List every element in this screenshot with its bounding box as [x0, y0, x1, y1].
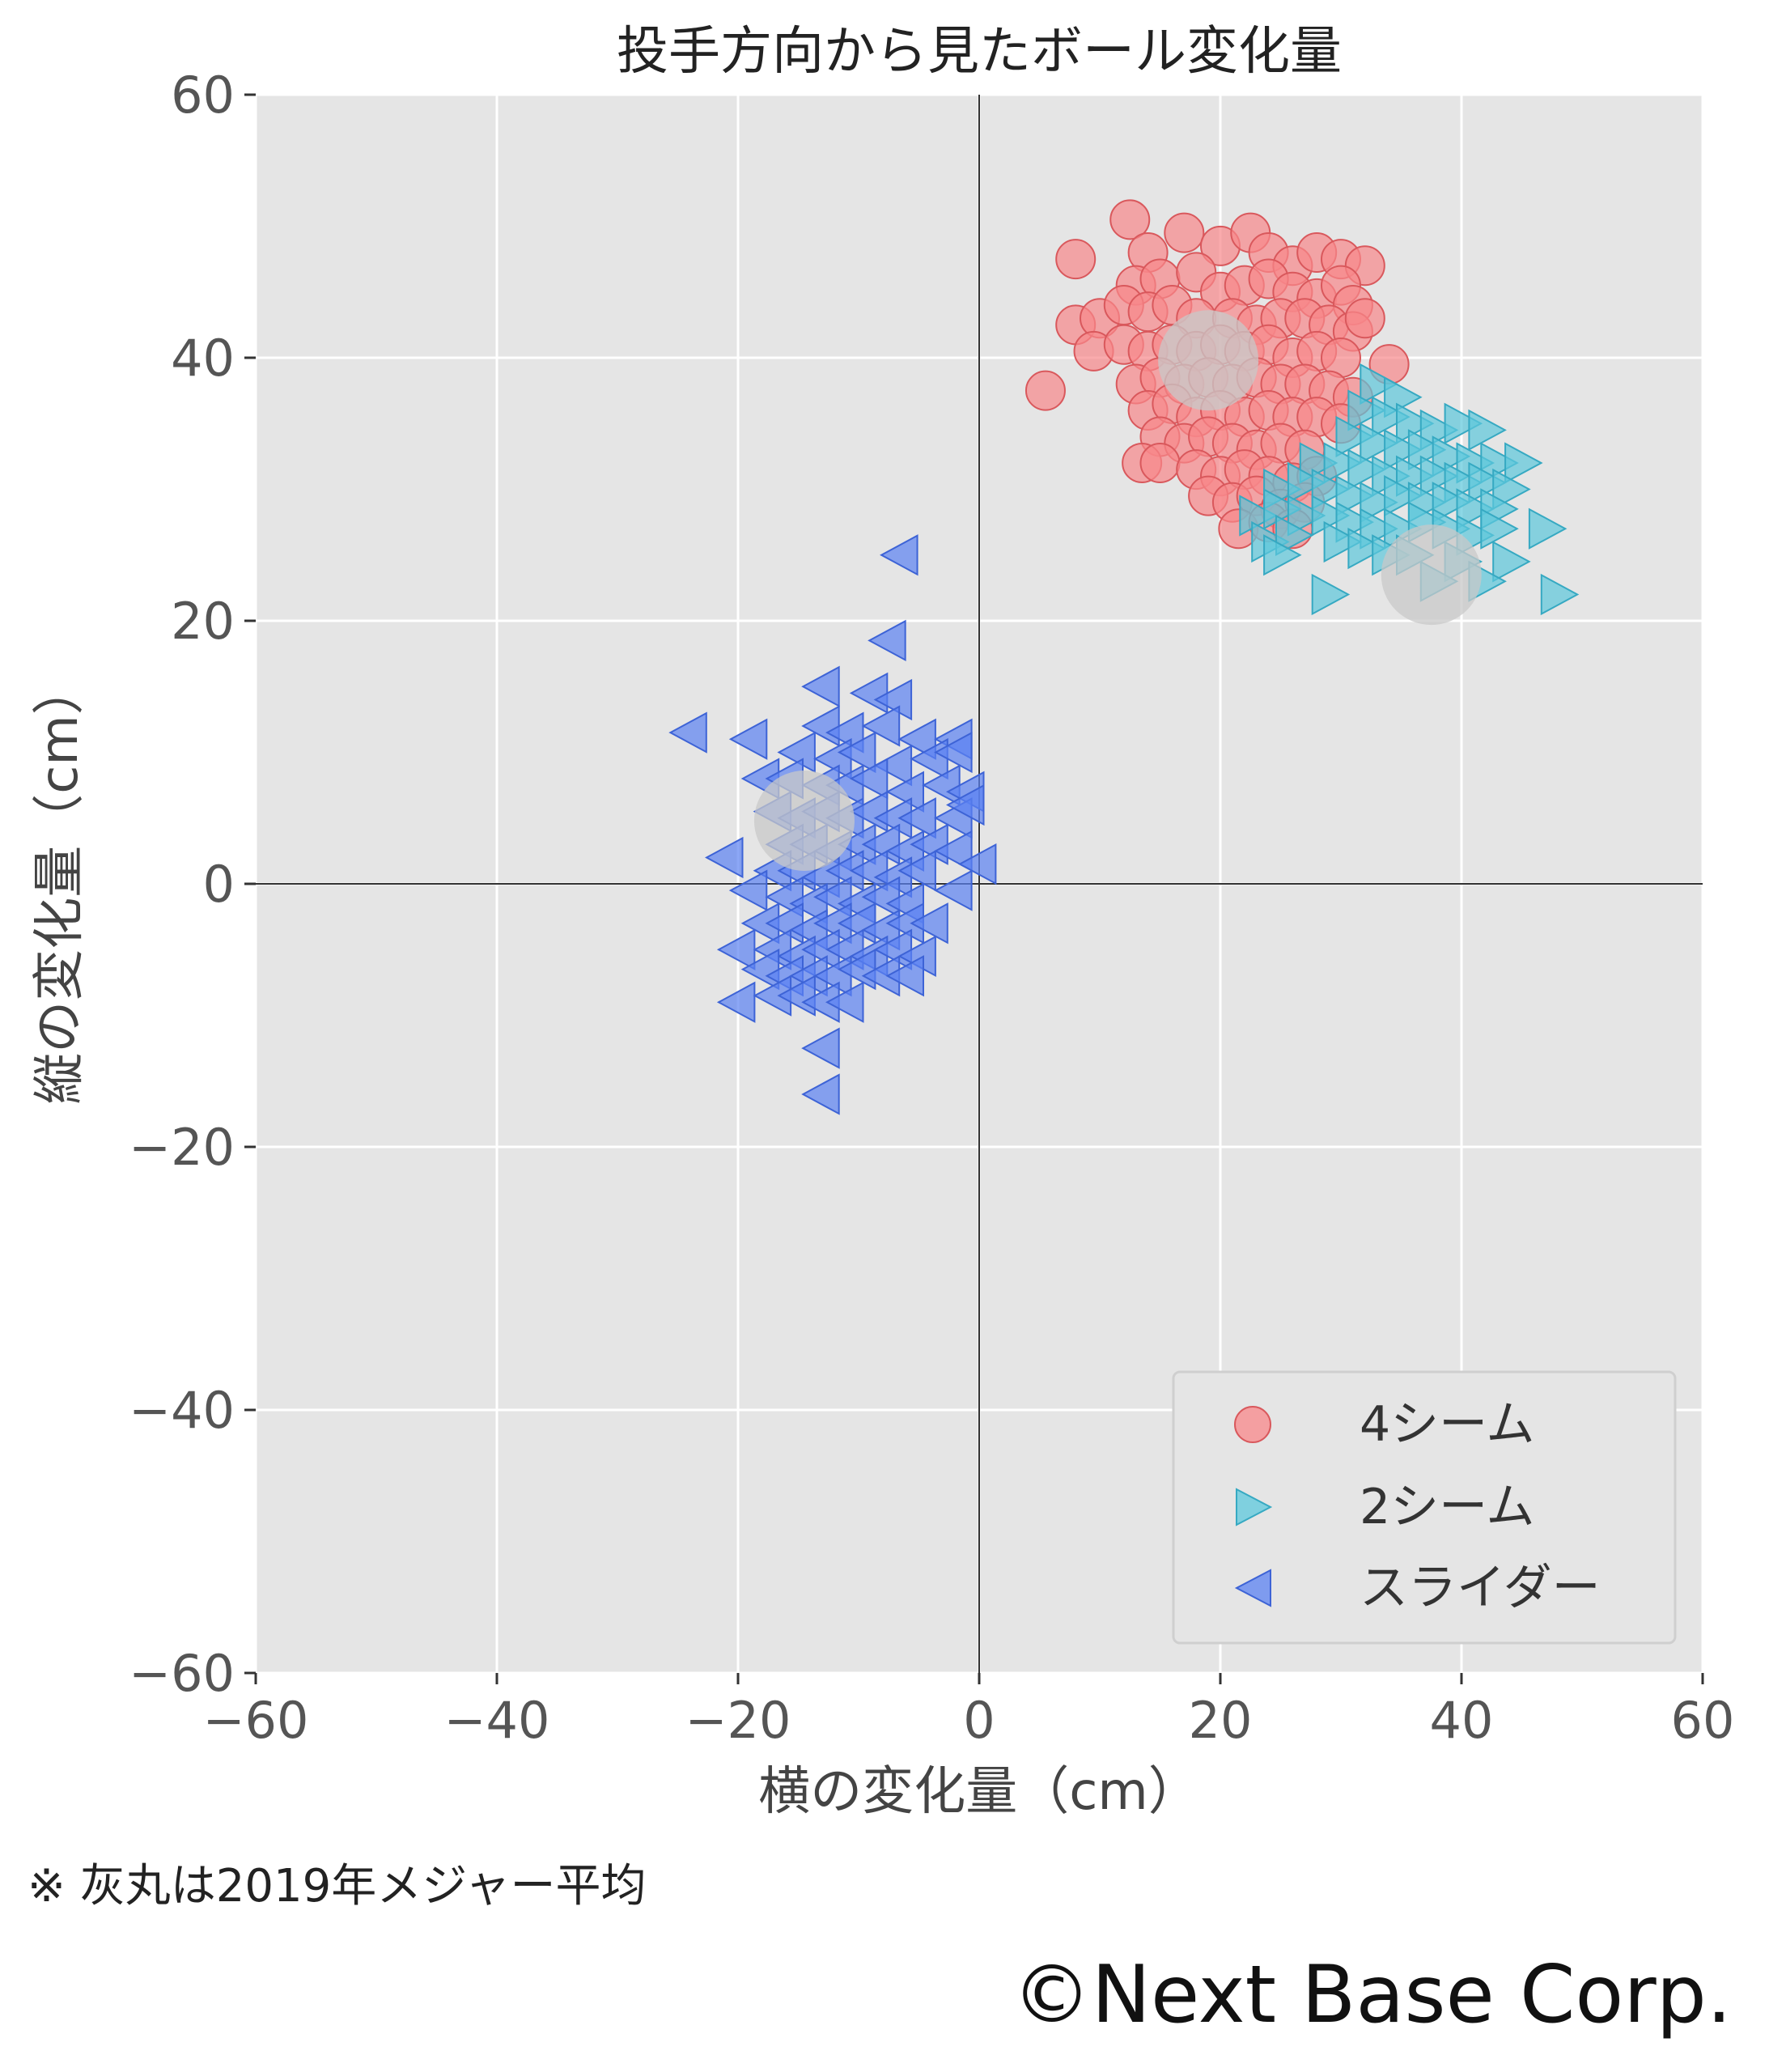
x-tick-label: 0: [963, 1691, 995, 1750]
point-slider: [728, 869, 768, 911]
legend-marker-4seam: [1234, 1406, 1271, 1443]
point-slider: [880, 534, 918, 576]
y-tick-label: −20: [129, 1118, 235, 1177]
point-slider: [801, 665, 840, 707]
point-4seam: [1109, 199, 1151, 240]
point-slider: [934, 830, 973, 873]
point-4seam: [1139, 443, 1181, 483]
point-2seam: [1275, 514, 1314, 557]
point-2seam: [1335, 474, 1375, 517]
point-2seam: [1360, 422, 1398, 465]
legend-marker-slider: [1234, 1569, 1271, 1607]
y-axis-label: 縦の変化量（cm）: [30, 663, 90, 1105]
point-2seam: [1347, 527, 1386, 570]
chart-title: 投手方向から見たボール変化量: [617, 22, 1342, 82]
point-2seam: [1323, 442, 1363, 484]
y-tick-label: 20: [171, 592, 235, 651]
point-slider: [837, 731, 876, 774]
average-marker: [1158, 310, 1259, 411]
point-slider: [934, 869, 973, 911]
point-2seam: [1540, 573, 1580, 616]
point-2seam: [1456, 488, 1495, 530]
point-4seam: [1164, 212, 1205, 253]
point-2seam: [1492, 541, 1531, 583]
point-2seam: [1323, 520, 1363, 563]
x-tick-label: −40: [444, 1691, 550, 1750]
y-tick-label: −60: [129, 1644, 235, 1703]
point-4seam: [1055, 239, 1097, 280]
point-slider: [849, 758, 889, 800]
point-2seam: [1432, 482, 1471, 524]
point-slider: [801, 1027, 840, 1069]
footnote: ※ 灰丸は2019年メジャー平均: [28, 1860, 647, 1913]
point-slider: [885, 955, 924, 997]
x-tick-label: 40: [1430, 1691, 1494, 1750]
point-2seam: [1311, 573, 1351, 616]
point-2seam: [1360, 363, 1398, 405]
y-tick-label: 60: [171, 66, 235, 125]
legend: 4シーム 2シーム スライダー: [1172, 1370, 1677, 1645]
point-4seam: [1024, 370, 1066, 411]
point-2seam: [1311, 468, 1351, 511]
data-points: [668, 199, 1580, 1115]
x-axis-label: 横の変化量（cm）: [758, 1762, 1200, 1822]
legend-box: [1172, 1370, 1677, 1645]
point-slider: [716, 981, 756, 1023]
point-slider: [934, 731, 973, 774]
point-2seam: [1384, 474, 1423, 517]
point-2seam: [1480, 507, 1519, 550]
point-2seam: [1335, 415, 1375, 458]
point-2seam: [1504, 442, 1543, 484]
point-2seam: [1347, 448, 1386, 490]
x-tick-label: 20: [1189, 1691, 1253, 1750]
point-slider: [868, 619, 906, 662]
point-slider: [861, 705, 901, 747]
point-slider: [957, 843, 997, 885]
legend-label-slider: スライダー: [1360, 1560, 1601, 1616]
point-slider: [801, 1073, 840, 1115]
x-tick-label: 60: [1671, 1691, 1735, 1750]
point-slider: [668, 711, 707, 754]
average-marker: [753, 771, 855, 871]
copyright-credit: ©Next Base Corp.: [1012, 1949, 1732, 2041]
y-tick-label: 0: [203, 855, 235, 914]
point-2seam: [1528, 507, 1567, 550]
point-slider: [910, 902, 948, 945]
average-marker: [1381, 524, 1482, 626]
point-2seam: [1287, 495, 1326, 537]
point-2seam: [1372, 396, 1411, 438]
point-slider: [825, 981, 864, 1023]
point-2seam: [1444, 402, 1483, 444]
point-slider: [704, 836, 744, 879]
x-tick-label: −60: [203, 1691, 309, 1750]
point-slider: [728, 718, 768, 760]
point-2seam: [1360, 482, 1398, 524]
point-2seam: [1287, 461, 1326, 504]
y-tick-label: −40: [129, 1381, 235, 1440]
legend-label-4seam: 4シーム: [1360, 1396, 1534, 1453]
point-2seam: [1347, 389, 1386, 431]
average-markers: [753, 310, 1482, 871]
x-tick-label: −20: [685, 1691, 791, 1750]
point-slider: [945, 783, 985, 826]
point-slider: [897, 850, 936, 892]
point-2seam: [1468, 409, 1507, 452]
axes: −60 −40 −20 0 20 40 60 −60 −40 −20 0 20 40 60: [129, 66, 1734, 1750]
point-slider: [873, 745, 913, 787]
point-4seam: [1344, 298, 1385, 339]
legend-label-2seam: 2シーム: [1360, 1479, 1534, 1535]
point-2seam: [1263, 534, 1302, 576]
legend-marker-2seam: [1236, 1488, 1273, 1526]
y-tick-label: 40: [171, 329, 235, 388]
point-2seam: [1492, 468, 1531, 511]
